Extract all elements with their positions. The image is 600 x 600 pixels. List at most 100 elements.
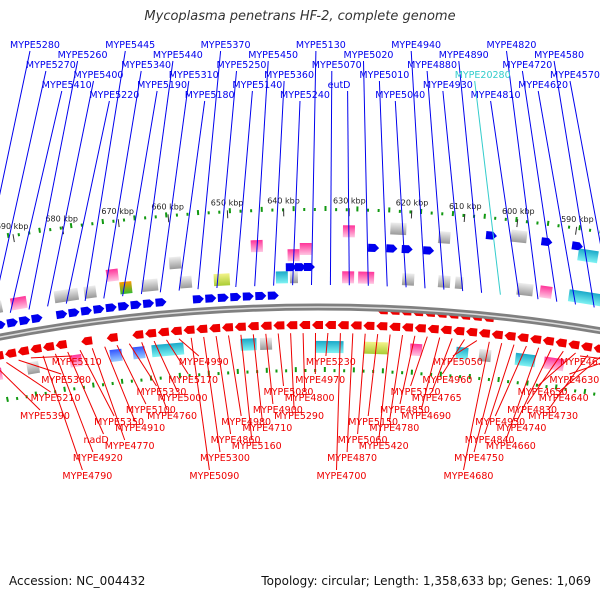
- gene-label[interactable]: MYPE5330: [137, 387, 187, 398]
- gene-label[interactable]: MYPE4570: [550, 70, 600, 81]
- gene-label[interactable]: MYPE4820: [487, 40, 537, 51]
- forward-gene-arrow[interactable]: [294, 263, 306, 272]
- gene-label[interactable]: MYPE4910: [115, 423, 165, 434]
- gene-label[interactable]: MYPE4765: [412, 393, 462, 404]
- gene-label[interactable]: MYPE4740: [497, 423, 547, 434]
- gene-label[interactable]: MYPE4610: [560, 357, 600, 368]
- gene-label[interactable]: MYPE5240: [280, 90, 330, 101]
- gene-label[interactable]: MYPE5220: [89, 90, 139, 101]
- gene-label[interactable]: MYPE4730: [528, 411, 578, 422]
- gene-label[interactable]: MYPE5020: [344, 50, 394, 61]
- reverse-gene-arrow[interactable]: [30, 344, 43, 354]
- reverse-gene-arrow[interactable]: [593, 344, 600, 354]
- forward-gene-arrow[interactable]: [130, 300, 142, 310]
- gene-label[interactable]: MYPE4650: [518, 387, 568, 398]
- gene-label[interactable]: MYPE5310: [169, 70, 219, 81]
- gene-label[interactable]: MYPE4700: [317, 471, 367, 482]
- reverse-gene-arrow[interactable]: [299, 320, 311, 330]
- gene-label[interactable]: MYPE5130: [296, 40, 346, 51]
- reverse-gene-arrow[interactable]: [4, 348, 17, 359]
- reverse-gene-arrow[interactable]: [555, 338, 568, 348]
- reverse-gene-arrow[interactable]: [157, 327, 170, 337]
- gene-label[interactable]: MYPE5180: [185, 90, 235, 101]
- reverse-gene-arrow[interactable]: [580, 342, 593, 352]
- gene-label[interactable]: MYPE4690: [401, 411, 451, 422]
- gene-label[interactable]: MYPE4860: [211, 435, 261, 446]
- reverse-gene-arrow[interactable]: [170, 326, 183, 336]
- reverse-gene-arrow[interactable]: [132, 330, 144, 339]
- forward-gene-arrow[interactable]: [117, 301, 130, 311]
- gene-label[interactable]: MYPE5350: [94, 417, 144, 428]
- forward-gene-arrow[interactable]: [105, 303, 117, 313]
- reverse-gene-arrow[interactable]: [427, 324, 439, 334]
- gene-label[interactable]: MYPE4780: [369, 423, 419, 434]
- reverse-gene-arrow[interactable]: [453, 326, 465, 336]
- reverse-gene-arrow[interactable]: [247, 322, 259, 331]
- reverse-gene-arrow[interactable]: [209, 323, 221, 333]
- gene-label[interactable]: MYPE4880: [407, 60, 457, 71]
- gene-label[interactable]: MYPE5290: [274, 411, 324, 422]
- gene-label[interactable]: MYPE4630: [549, 375, 599, 386]
- reverse-gene-arrow[interactable]: [17, 346, 30, 356]
- gene-label[interactable]: MYPE4620: [518, 80, 568, 91]
- gene-label[interactable]: MYPE5190: [137, 80, 187, 91]
- reverse-gene-arrow[interactable]: [542, 336, 555, 346]
- forward-gene-arrow[interactable]: [142, 299, 155, 308]
- forward-gene-arrow[interactable]: [92, 304, 105, 314]
- forward-gene-arrow[interactable]: [230, 292, 242, 302]
- reverse-gene-arrow[interactable]: [350, 321, 362, 330]
- gene-label[interactable]: MYPE4710: [242, 423, 292, 434]
- reverse-gene-arrow[interactable]: [478, 329, 491, 338]
- gene-label[interactable]: MYPE5080: [264, 387, 314, 398]
- forward-gene-arrow[interactable]: [155, 298, 167, 307]
- reverse-gene-arrow[interactable]: [222, 323, 234, 332]
- reverse-gene-arrow[interactable]: [145, 328, 157, 338]
- forward-gene-arrow[interactable]: [485, 231, 498, 240]
- gene-label[interactable]: MYPE5380: [41, 375, 91, 386]
- forward-gene-arrow[interactable]: [540, 237, 553, 247]
- reverse-gene-arrow[interactable]: [81, 336, 93, 346]
- gene-label[interactable]: MYPE4680: [444, 471, 494, 482]
- gene-label[interactable]: MYPE4660: [486, 441, 536, 452]
- forward-gene-arrow[interactable]: [571, 241, 583, 251]
- gene-label[interactable]: MYPE4810: [471, 90, 521, 101]
- forward-gene-arrow[interactable]: [267, 291, 279, 300]
- gene-label[interactable]: MYPE4930: [423, 80, 473, 91]
- gene-label[interactable]: MYPE4870: [327, 453, 377, 464]
- forward-gene-arrow[interactable]: [217, 293, 229, 302]
- gene-label[interactable]: MYPE5300: [200, 453, 250, 464]
- reverse-gene-arrow[interactable]: [414, 324, 427, 333]
- gene-label[interactable]: MYPE5410: [42, 80, 92, 91]
- reverse-gene-arrow[interactable]: [234, 322, 246, 331]
- gene-label[interactable]: MYPE5280: [10, 40, 60, 51]
- gene-label[interactable]: MYPE5210: [31, 393, 81, 404]
- reverse-gene-arrow[interactable]: [530, 335, 542, 344]
- gene-label[interactable]: MYPE4790: [62, 471, 112, 482]
- reverse-gene-arrow[interactable]: [0, 350, 5, 361]
- reverse-gene-arrow[interactable]: [376, 322, 388, 331]
- reverse-gene-arrow[interactable]: [273, 321, 285, 330]
- reverse-gene-arrow[interactable]: [466, 327, 478, 337]
- gene-label[interactable]: MYPE4970: [295, 375, 345, 386]
- gene-label[interactable]: MYPE4640: [539, 393, 589, 404]
- gene-label[interactable]: MYPE5070: [312, 60, 362, 71]
- forward-gene-arrow[interactable]: [401, 244, 413, 254]
- gene-label[interactable]: MYPE5360: [264, 70, 314, 81]
- gene-label[interactable]: MYPE4990: [179, 357, 229, 368]
- gene-label[interactable]: MYPE4960: [422, 375, 472, 386]
- gene-label[interactable]: MYPE5420: [359, 441, 409, 452]
- gene-label[interactable]: MYPE5340: [121, 60, 171, 71]
- forward-gene-arrow[interactable]: [205, 294, 217, 303]
- gene-label[interactable]: MYPE5440: [153, 50, 203, 61]
- forward-gene-arrow[interactable]: [386, 244, 398, 253]
- reverse-gene-arrow[interactable]: [440, 325, 452, 335]
- reverse-gene-arrow[interactable]: [196, 324, 208, 334]
- gene-label[interactable]: MYPE4770: [105, 441, 155, 452]
- gene-label[interactable]: MYPE4980: [221, 417, 271, 428]
- gene-label[interactable]: MYPE4800: [285, 393, 335, 404]
- reverse-gene-arrow[interactable]: [517, 333, 529, 343]
- reverse-gene-arrow[interactable]: [337, 321, 349, 330]
- forward-gene-arrow[interactable]: [255, 291, 267, 301]
- forward-gene-arrow[interactable]: [18, 316, 31, 326]
- gene-label[interactable]: eutD: [328, 80, 351, 91]
